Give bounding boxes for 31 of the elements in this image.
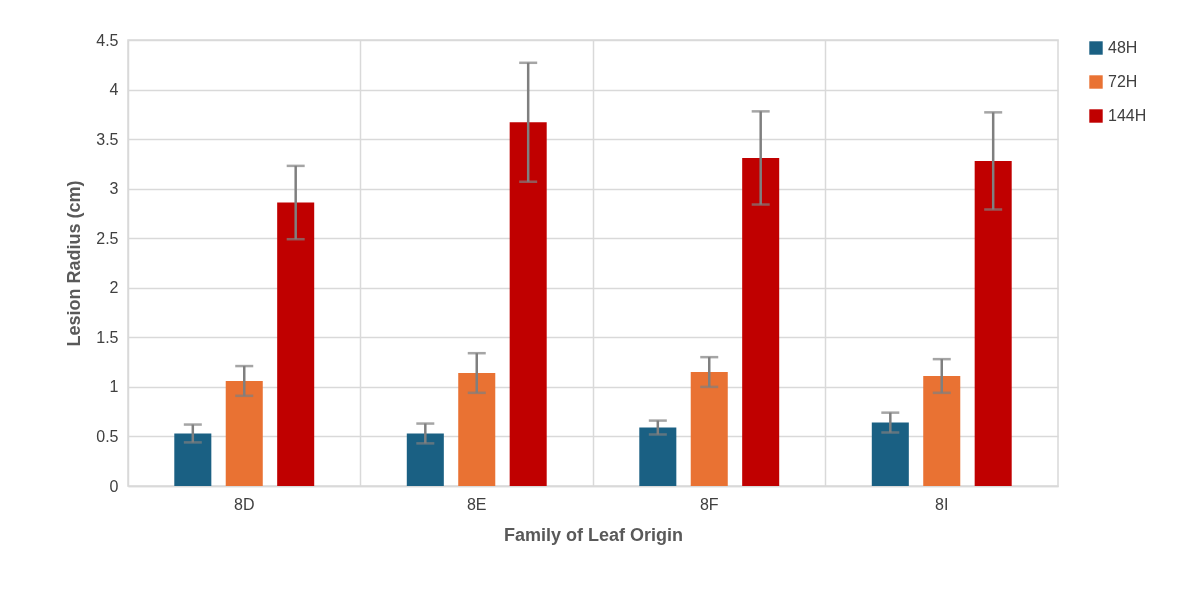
- y-tick-label: 3.5: [96, 130, 119, 148]
- y-tick-label: 4: [109, 81, 119, 99]
- y-tick-label: 0: [109, 477, 119, 495]
- y-tick-label: 1.5: [96, 328, 119, 346]
- bar: [871, 422, 909, 486]
- bar: [277, 202, 315, 486]
- bar: [742, 157, 780, 486]
- y-tick-label: 1: [109, 378, 119, 396]
- bar: [406, 433, 444, 486]
- legend-label: 48H: [1108, 39, 1138, 56]
- legend-label: 72H: [1108, 73, 1138, 90]
- bar: [923, 375, 961, 486]
- bar: [225, 380, 263, 486]
- y-axis-title: Lesion Radius (cm): [64, 180, 85, 347]
- bar: [458, 373, 496, 486]
- y-tick-label: 0.5: [96, 427, 119, 445]
- x-tick-label: 8F: [699, 495, 719, 513]
- bar: [639, 427, 677, 486]
- bar: [174, 433, 212, 486]
- x-tick-label: 8I: [935, 495, 949, 513]
- x-tick-label: 8E: [466, 495, 487, 513]
- bar: [509, 122, 547, 486]
- x-axis-title: Family of Leaf Origin: [503, 524, 684, 545]
- bar: [690, 372, 728, 486]
- y-tick-label: 4.5: [96, 31, 119, 49]
- y-tick-label: 2.5: [96, 229, 119, 247]
- legend-label: 144H: [1108, 107, 1147, 124]
- y-tick-label: 3: [109, 180, 119, 198]
- y-tick-label: 2: [109, 279, 119, 297]
- x-tick-label: 8D: [234, 495, 255, 513]
- bar: [974, 160, 1012, 486]
